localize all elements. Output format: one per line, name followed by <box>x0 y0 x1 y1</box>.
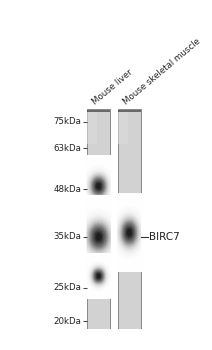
Text: Mouse liver: Mouse liver <box>91 68 134 107</box>
Text: 48kDa: 48kDa <box>53 185 81 194</box>
Text: 35kDa: 35kDa <box>53 232 81 241</box>
Bar <box>118 108 141 329</box>
Text: 20kDa: 20kDa <box>53 317 81 326</box>
Text: BIRC7: BIRC7 <box>149 232 180 242</box>
Bar <box>118 112 128 144</box>
Text: 25kDa: 25kDa <box>53 283 81 292</box>
Text: 63kDa: 63kDa <box>53 144 81 153</box>
Text: Mouse skeletal muscle: Mouse skeletal muscle <box>121 37 202 107</box>
Bar <box>87 108 110 329</box>
Text: 75kDa: 75kDa <box>53 118 81 126</box>
Bar <box>87 112 97 144</box>
